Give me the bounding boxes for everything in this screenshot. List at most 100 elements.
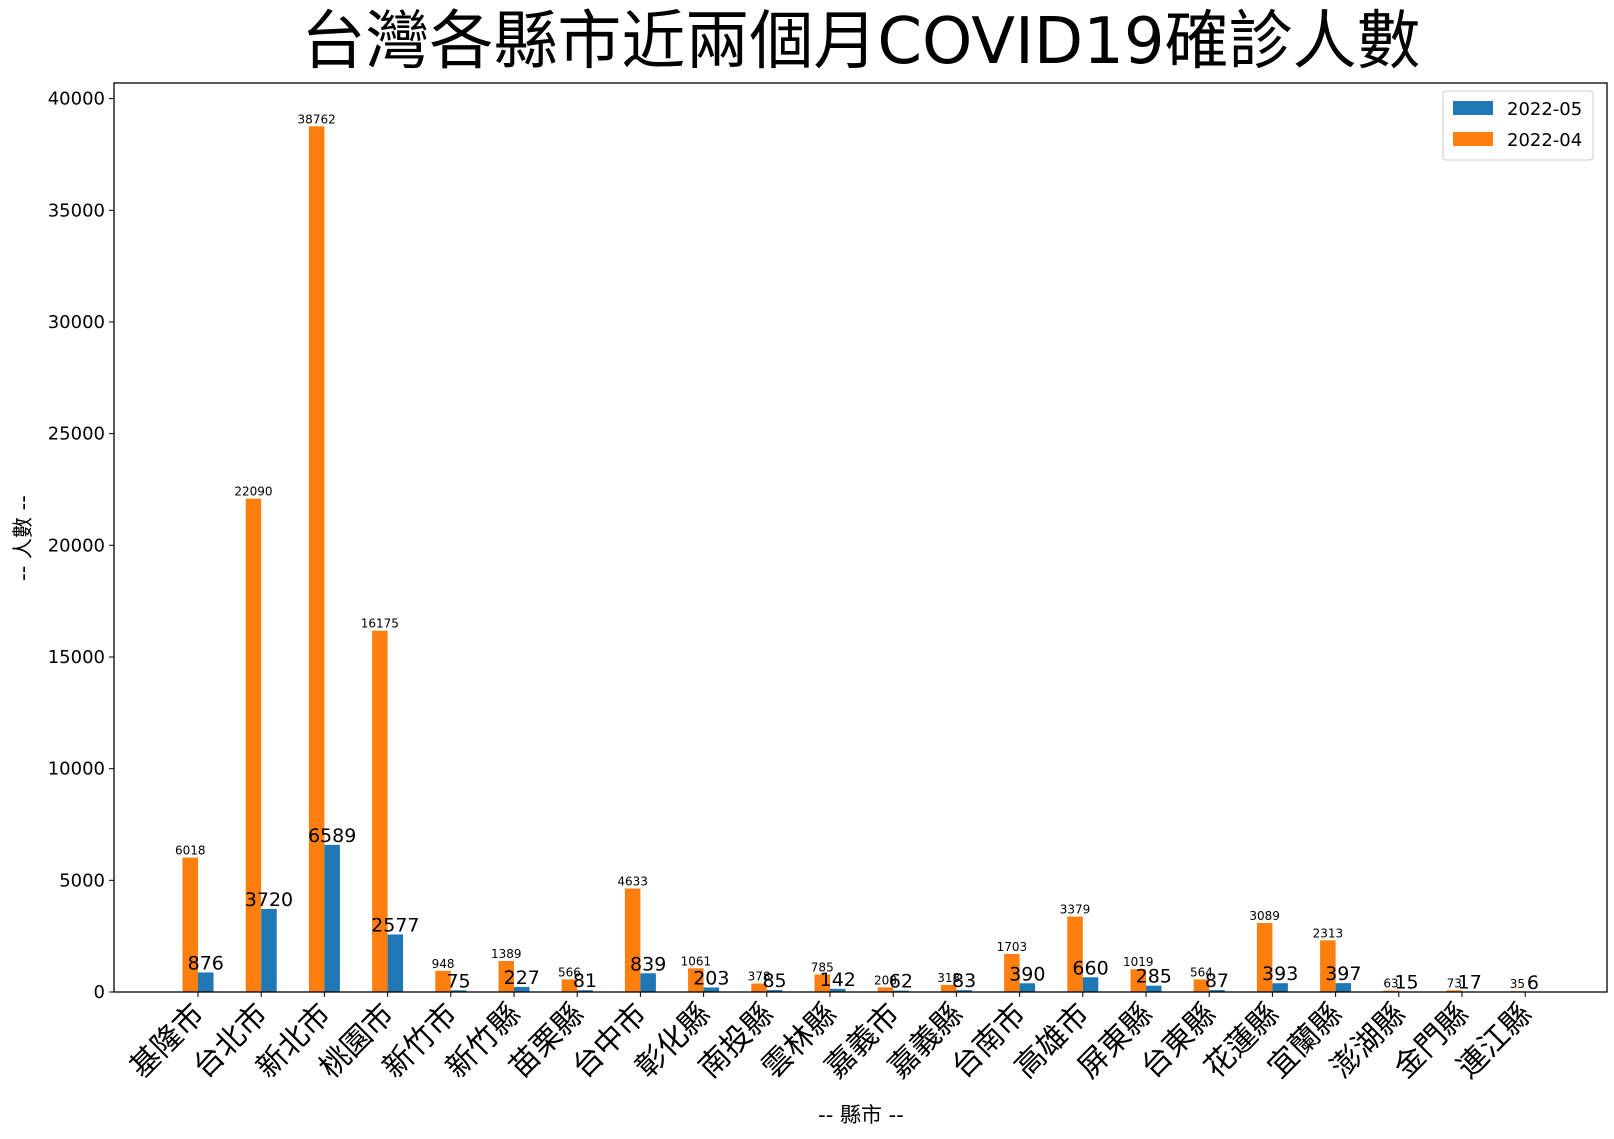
bar-2022-04-澎湖縣 xyxy=(1383,990,1399,992)
data-label-2022-04-台南市: 1703 xyxy=(997,940,1028,954)
bar-2022-05-基隆市 xyxy=(198,972,214,992)
data-label-2022-04-新竹縣: 1389 xyxy=(491,947,522,961)
bar-2022-05-苗栗縣 xyxy=(577,990,593,992)
y-axis-ticks: 0 5000 10000 15000 20000 25000 30000 35000 40000 xyxy=(48,89,114,1003)
data-label-2022-04-台東縣: 564 xyxy=(1190,965,1213,979)
bar-2022-05-嘉義市 xyxy=(893,990,909,992)
y-tick-label-25000: 25000 xyxy=(48,424,105,445)
bar-2022-04-南投縣 xyxy=(751,983,767,992)
bar-2022-05-台南市 xyxy=(1019,983,1036,992)
bar-2022-04-桃園市 xyxy=(372,630,388,992)
data-label-2022-05-高雄市: 660 xyxy=(1072,957,1108,979)
bar-2022-04-台中市 xyxy=(624,888,641,992)
bar-2022-04-台南市 xyxy=(1004,953,1020,992)
data-label-2022-04-嘉義市: 208 xyxy=(874,973,897,987)
plot-frame xyxy=(113,82,1608,993)
bar-2022-04-台東縣 xyxy=(1193,979,1210,992)
y-tick-label-40000: 40000 xyxy=(48,89,105,110)
data-label-2022-05-台南市: 390 xyxy=(1009,963,1045,985)
bar-2022-04-新竹市 xyxy=(435,970,451,992)
data-label-2022-04-台中市: 4633 xyxy=(617,875,648,889)
data-label-2022-05-宜蘭縣: 397 xyxy=(1325,963,1361,985)
data-label-2022-05-嘉義市: 62 xyxy=(889,971,913,993)
bar-2022-05-雲林縣 xyxy=(830,988,846,992)
bar-2022-04-宜蘭縣 xyxy=(1320,940,1336,992)
data-label-2022-05-花蓮縣: 393 xyxy=(1262,963,1298,985)
bar-2022-05-新竹市 xyxy=(450,990,467,992)
data-label-2022-05-台中市: 839 xyxy=(630,953,666,975)
data-label-2022-04-花蓮縣: 3089 xyxy=(1249,909,1280,923)
legend-swatch-2022-04 xyxy=(1453,132,1493,146)
data-label-2022-05-基隆市: 876 xyxy=(188,952,224,974)
bar-2022-04-新北市 xyxy=(308,126,325,993)
data-label-2022-04-澎湖縣: 63 xyxy=(1383,977,1398,991)
y-tick-label-5000: 5000 xyxy=(59,870,105,891)
bar-2022-05-南投縣 xyxy=(766,990,783,992)
y-tick-label-0: 0 xyxy=(94,982,105,1003)
bar-2022-05-宜蘭縣 xyxy=(1335,983,1352,992)
bar-2022-04-嘉義市 xyxy=(877,987,894,992)
data-label-2022-05-台北市: 3720 xyxy=(245,889,293,911)
data-label-2022-04-雲林縣: 785 xyxy=(811,960,834,974)
data-label-2022-04-屏東縣: 1019 xyxy=(1123,955,1154,969)
data-label-2022-05-金門縣: 17 xyxy=(1458,972,1482,994)
bar-2022-04-台北市 xyxy=(245,498,262,992)
y-tick-label-10000: 10000 xyxy=(48,759,105,780)
y-tick-label-20000: 20000 xyxy=(48,535,105,556)
data-label-2022-04-新竹市: 948 xyxy=(432,957,455,971)
data-label-2022-05-新竹縣: 227 xyxy=(504,967,540,989)
bar-2022-04-彰化縣 xyxy=(688,968,704,992)
x-axis-ticks: 基隆市台北市新北市桃園市新竹市新竹縣苗栗縣台中市彰化縣南投縣雲林縣嘉義市嘉義縣台… xyxy=(123,992,1539,1085)
bar-2022-05-嘉義縣 xyxy=(956,990,972,992)
bar-2022-05-花蓮縣 xyxy=(1272,983,1288,992)
data-label-2022-04-宜蘭縣: 2313 xyxy=(1313,926,1344,940)
data-label-2022-05-屏東縣: 285 xyxy=(1136,966,1172,988)
y-tick-label-30000: 30000 xyxy=(48,312,105,333)
x-axis-label: -- 縣市 -- xyxy=(818,1103,904,1127)
data-label-2022-05-台東縣: 87 xyxy=(1205,970,1229,992)
data-label-2022-05-苗栗縣: 81 xyxy=(573,970,597,992)
data-labels-layer: 6018876220903720387626589161752577948751… xyxy=(175,112,1539,994)
legend: 2022-05 2022-04 xyxy=(1442,90,1594,161)
data-label-2022-04-南投縣: 378 xyxy=(748,970,771,984)
bar-2022-04-嘉義縣 xyxy=(940,984,957,992)
bar-2022-05-台中市 xyxy=(640,973,656,992)
bar-2022-05-屏東縣 xyxy=(1146,985,1162,992)
data-label-2022-05-連江縣: 6 xyxy=(1527,972,1539,994)
data-label-2022-05-雲林縣: 142 xyxy=(820,969,856,991)
data-label-2022-04-桃園市: 16175 xyxy=(361,617,399,631)
bar-2022-04-花蓮縣 xyxy=(1256,923,1273,992)
bar-2022-05-台東縣 xyxy=(1209,990,1225,992)
data-label-2022-04-連江縣: 35 xyxy=(1510,977,1525,991)
data-label-2022-05-新北市: 6589 xyxy=(308,825,356,847)
bar-2022-04-雲林縣 xyxy=(814,974,830,992)
bar-2022-05-彰化縣 xyxy=(703,987,720,992)
y-tick-label-35000: 35000 xyxy=(48,200,105,221)
data-label-2022-04-嘉義縣: 318 xyxy=(937,971,960,985)
data-label-2022-04-基隆市: 6018 xyxy=(175,844,206,858)
y-tick-label-15000: 15000 xyxy=(48,647,105,668)
bar-2022-04-基隆市 xyxy=(182,857,198,992)
bar-2022-04-新竹縣 xyxy=(498,960,514,992)
bar-2022-04-屏東縣 xyxy=(1130,969,1146,992)
y-axis-label: -- 人數 -- xyxy=(11,495,35,581)
legend-swatch-2022-05 xyxy=(1453,101,1493,115)
data-label-2022-05-新竹市: 75 xyxy=(446,970,470,992)
bar-2022-05-台北市 xyxy=(261,908,277,992)
bar-2022-04-苗栗縣 xyxy=(561,979,578,992)
data-label-2022-05-南投縣: 85 xyxy=(762,970,786,992)
bar-2022-05-高雄市 xyxy=(1082,977,1099,992)
bar-2022-05-新竹縣 xyxy=(514,986,530,992)
chart-title: 台灣各縣市近兩個月COVID19確診人數 xyxy=(301,5,1420,79)
data-label-2022-04-彰化縣: 1061 xyxy=(681,954,712,968)
bar-2022-04-高雄市 xyxy=(1067,916,1083,992)
bar-2022-05-新北市 xyxy=(324,844,340,992)
data-label-2022-04-新北市: 38762 xyxy=(298,112,336,126)
legend-label-2022-04: 2022-04 xyxy=(1507,130,1582,151)
legend-label-2022-05: 2022-05 xyxy=(1507,99,1582,120)
bar-2022-04-金門縣 xyxy=(1446,990,1462,992)
data-label-2022-05-彰化縣: 203 xyxy=(693,967,729,989)
bar-2022-05-桃園市 xyxy=(387,934,404,992)
bars-layer xyxy=(182,126,1541,993)
